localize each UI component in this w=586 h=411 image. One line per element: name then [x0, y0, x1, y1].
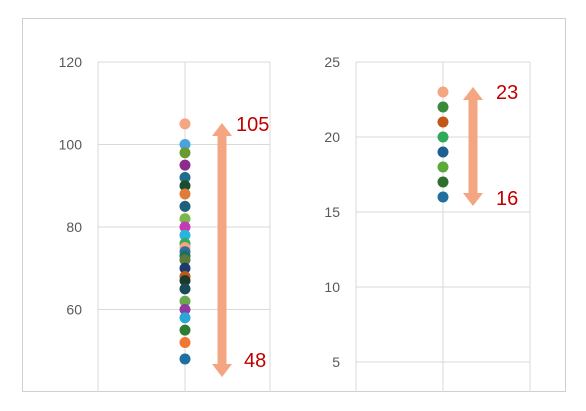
- data-point: [179, 337, 191, 348]
- data-point: [179, 172, 191, 183]
- min-value-label: 16: [496, 188, 518, 210]
- range-arrow-head-down: [463, 193, 483, 206]
- data-point: [179, 188, 191, 200]
- chart-frame: [22, 18, 566, 392]
- data-point: [179, 147, 191, 159]
- y-tick-label: 100: [59, 137, 83, 153]
- data-point: [179, 118, 191, 130]
- data-point: [437, 116, 449, 128]
- data-point: [179, 275, 191, 287]
- data-point: [437, 146, 449, 158]
- chart-left: 60 80 100 120 105 48: [59, 54, 271, 392]
- chart-right: 5 10 15 20 25 23 16: [324, 54, 531, 392]
- data-point: [179, 324, 191, 336]
- data-point: [437, 131, 449, 143]
- data-point: [179, 229, 191, 241]
- data-point: [179, 159, 191, 171]
- data-point: [179, 295, 191, 307]
- data-point: [437, 161, 449, 173]
- data-point: [437, 101, 449, 113]
- y-tick-label: 80: [66, 219, 82, 235]
- data-point: [179, 180, 191, 192]
- data-point: [437, 191, 449, 203]
- y-tick-label: 20: [324, 129, 340, 145]
- y-tick-label: 15: [324, 204, 340, 220]
- y-tick-label: 10: [324, 279, 340, 295]
- data-point: [179, 312, 191, 324]
- y-tick-label: 25: [324, 54, 340, 70]
- range-arrow-head-down: [212, 364, 232, 377]
- min-value-label: 48: [244, 350, 266, 372]
- range-arrow-head-up: [463, 87, 483, 100]
- y-tick-label: 60: [66, 302, 82, 318]
- max-value-label: 105: [236, 114, 269, 136]
- data-point: [437, 176, 449, 188]
- data-point: [179, 213, 191, 225]
- range-arrow-head-up: [212, 123, 232, 136]
- y-tick-label: 5: [332, 354, 340, 370]
- y-tick-label: 120: [59, 54, 83, 70]
- data-point: [179, 221, 191, 233]
- data-point: [437, 86, 449, 98]
- data-point: [179, 254, 191, 266]
- data-point: [179, 283, 191, 295]
- data-point: [179, 353, 191, 365]
- data-point: [179, 139, 191, 150]
- max-value-label: 23: [496, 82, 518, 104]
- data-point: [179, 304, 191, 315]
- data-point: [179, 200, 191, 212]
- data-point: [179, 262, 191, 274]
